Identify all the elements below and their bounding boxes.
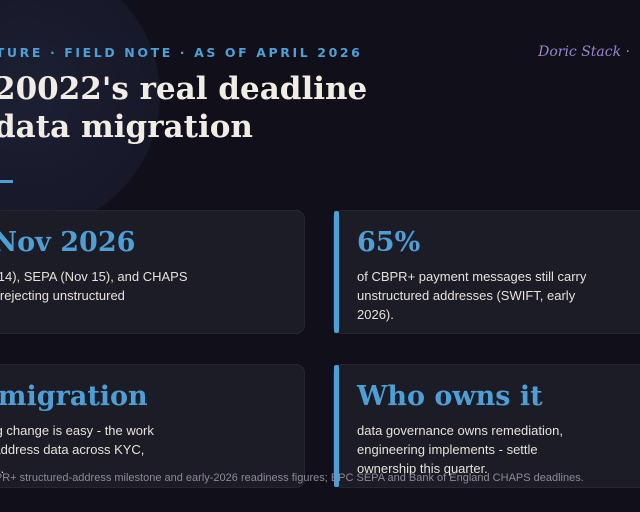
card-heading: a migration xyxy=(0,381,148,412)
source-footnote: T CBPR+ structured-address milestone and… xyxy=(0,472,584,484)
card-body-line: s. xyxy=(0,305,188,324)
card-body-line: l files. xyxy=(0,461,5,476)
card-accent-bar xyxy=(334,365,339,487)
card-body-line: red address data across KYC, xyxy=(0,442,145,457)
card-deadline: l-Nov 2026 Nov 14), SEPA (Nov 15), and C… xyxy=(0,210,305,334)
card-body-line: unstructured addresses (SWIFT, early xyxy=(357,288,576,303)
card-body-line: Nov 14), SEPA (Nov 15), and CHAPS xyxy=(0,269,188,284)
card-body-line: data governance owns remediation, xyxy=(357,423,563,438)
title-line-1: 20022's real deadline xyxy=(0,71,368,107)
card-body-line: of CBPR+ payment messages still carry xyxy=(357,269,587,284)
card-body: Nov 14), SEPA (Nov 15), and CHAPS start … xyxy=(0,267,188,324)
card-heading: 65% xyxy=(357,227,421,258)
accent-rule xyxy=(0,180,13,183)
card-body-line: 2026). xyxy=(357,307,394,322)
author-label: Doric Stack · xyxy=(538,44,630,60)
card-body: aging change is easy - the work red addr… xyxy=(0,421,154,478)
card-body-line: start rejecting unstructured xyxy=(0,288,125,303)
card-ownership: Who owns it data governance owns remedia… xyxy=(333,364,640,488)
card-body-line: aging change is easy - the work xyxy=(0,423,154,438)
card-body-line: ownership this quarter. xyxy=(357,461,488,476)
card-accent-bar xyxy=(334,211,339,333)
card-migration: a migration aging change is easy - the w… xyxy=(0,364,305,488)
card-body-line: engineering implements - settle xyxy=(357,442,538,457)
eyebrow-label: CTURE · FIELD NOTE · AS OF APRIL 2026 xyxy=(0,45,363,60)
card-body: data governance owns remediation, engine… xyxy=(357,421,563,478)
card-heading: Who owns it xyxy=(357,381,543,412)
card-heading: l-Nov 2026 xyxy=(0,227,136,258)
title-line-2: data migration xyxy=(0,109,253,145)
card-body: of CBPR+ payment messages still carry un… xyxy=(357,267,586,324)
page-title: 20022's real deadline data migration xyxy=(0,70,367,146)
card-statistic: 65% of CBPR+ payment messages still carr… xyxy=(333,210,640,334)
